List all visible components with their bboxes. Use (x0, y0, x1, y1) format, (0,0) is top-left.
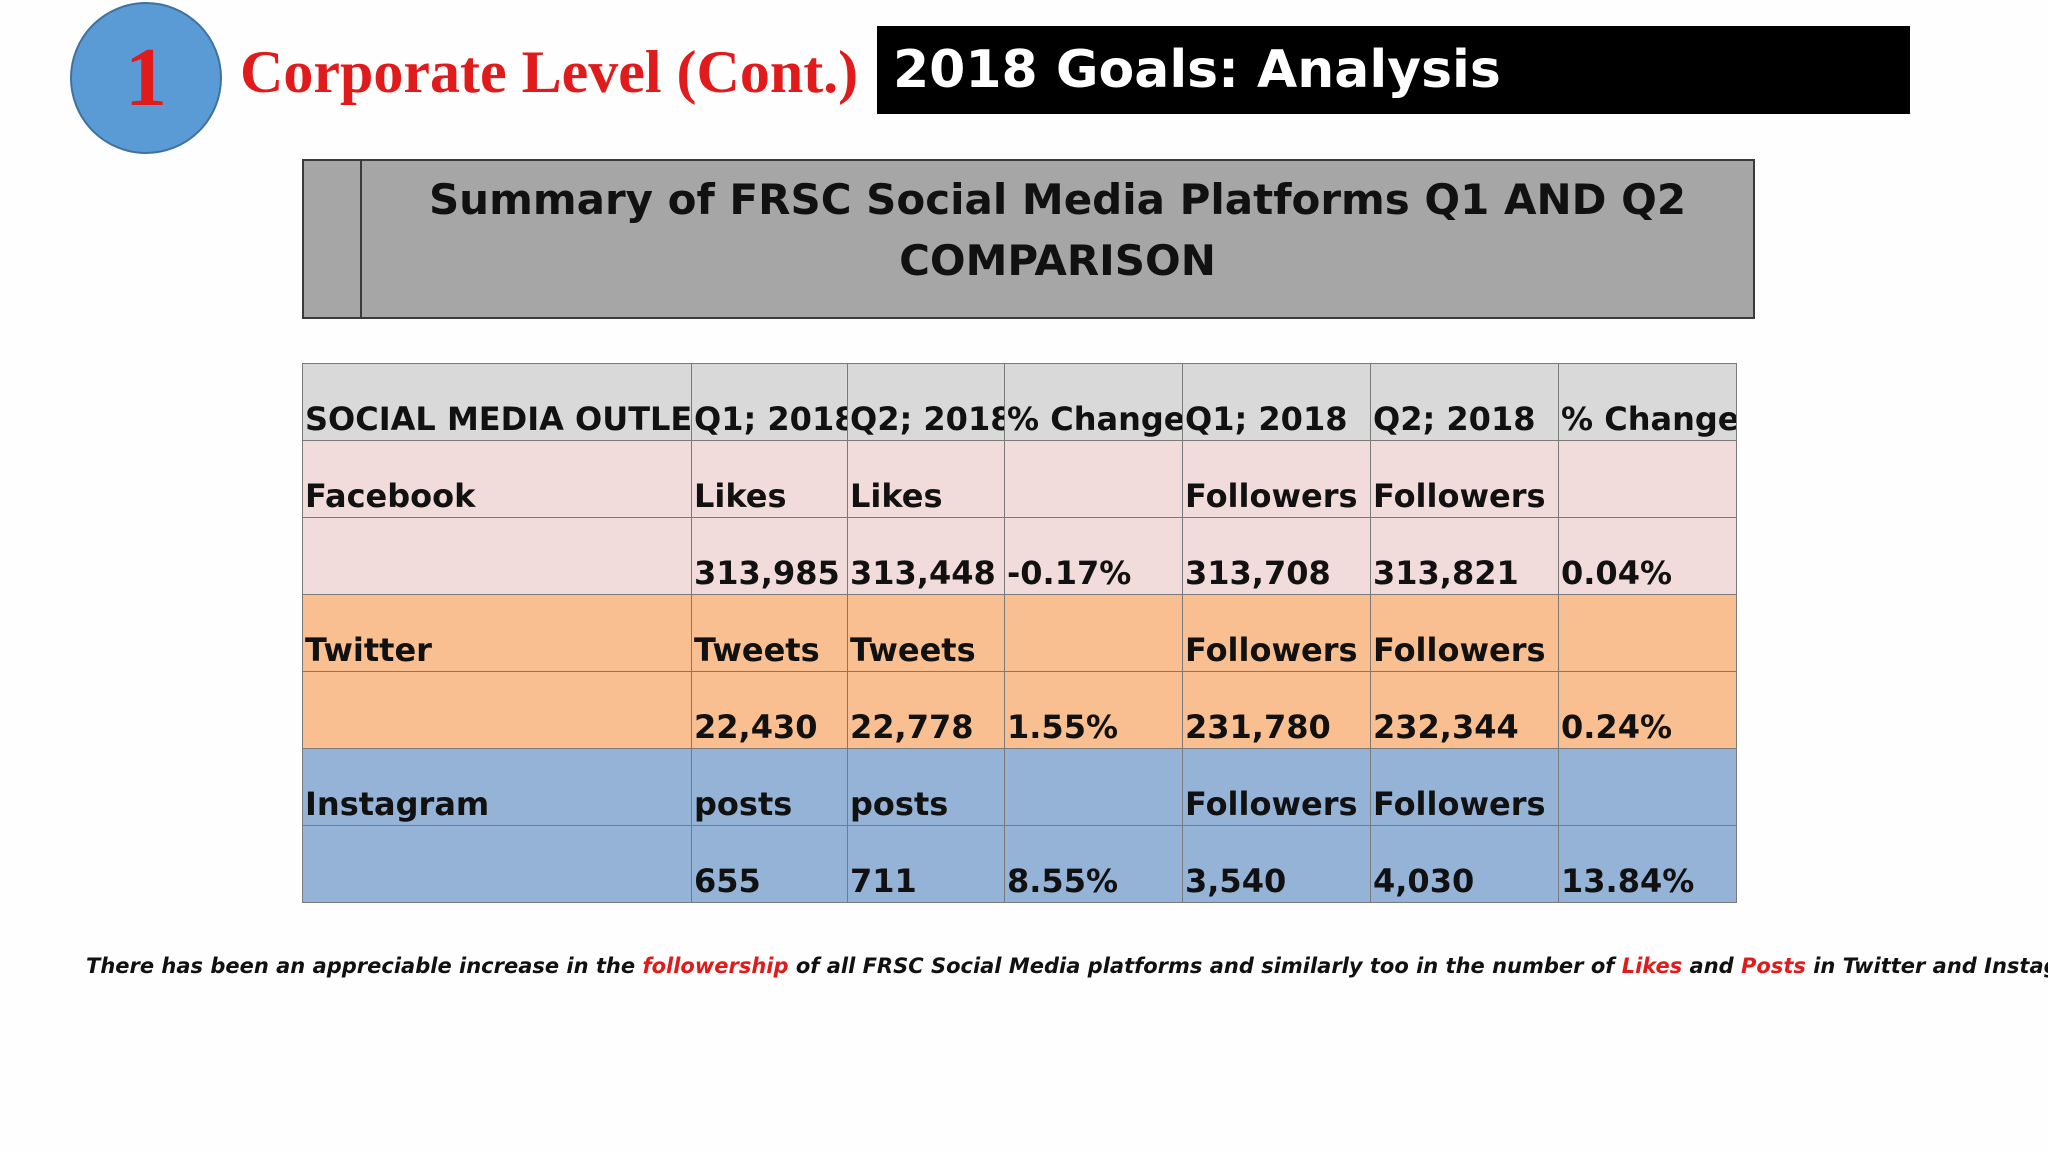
table-cell: 655 (691, 825, 848, 903)
table-cell: 231,780 (1182, 671, 1371, 749)
table-cell: Followers (1370, 748, 1559, 826)
column-header: % Change (1558, 363, 1737, 441)
table-cell (1004, 440, 1183, 518)
table-cell: 13.84% (1558, 825, 1737, 903)
column-header: Q1; 2018 (1182, 363, 1371, 441)
summary-title-box: Summary of FRSC Social Media Platforms Q… (302, 159, 1755, 319)
table-row: Twitter Tweets Tweets Followers Follower… (302, 594, 1737, 672)
table-cell: Twitter (302, 594, 692, 672)
table-cell: Followers (1182, 594, 1371, 672)
table-cell (302, 671, 692, 749)
table-row: Instagram posts posts Followers Follower… (302, 748, 1737, 826)
footnote: There has been an appreciable increase i… (86, 954, 2048, 978)
summary-title-line2: COMPARISON (899, 236, 1216, 285)
table-cell: -0.17% (1004, 517, 1183, 595)
banner-title: 2018 Goals: Analysis (877, 26, 1910, 114)
footnote-text: in Twitter and Instagram. (1813, 954, 2048, 978)
table-cell: 313,448 (847, 517, 1005, 595)
table-cell: 711 (847, 825, 1005, 903)
table-cell: 0.24% (1558, 671, 1737, 749)
column-header: SOCIAL MEDIA OUTLET (302, 363, 692, 441)
table-cell (1004, 748, 1183, 826)
table-cell: Instagram (302, 748, 692, 826)
table-cell: Followers (1182, 440, 1371, 518)
table-cell (302, 517, 692, 595)
footnote-text: There has been an appreciable increase i… (86, 954, 643, 978)
table-cell: 8.55% (1004, 825, 1183, 903)
footnote-highlight-likes: Likes (1621, 954, 1683, 978)
table-cell: Tweets (847, 594, 1005, 672)
table-cell: Likes (691, 440, 848, 518)
table-cell: Followers (1370, 594, 1559, 672)
section-title: Corporate Level (Cont.) (240, 39, 859, 105)
column-header: Q1; 2018 (691, 363, 848, 441)
footnote-text: and (1682, 954, 1742, 978)
footnote-text: of all FRSC Social Media platforms and s… (788, 954, 1622, 978)
table-row: 313,985 313,448 -0.17% 313,708 313,821 0… (302, 517, 1737, 595)
summary-stub-cell (304, 161, 362, 317)
column-header: Q2; 2018 (847, 363, 1005, 441)
table-cell: Facebook (302, 440, 692, 518)
table-cell (1558, 748, 1737, 826)
table-cell (1558, 594, 1737, 672)
table-cell: 22,778 (847, 671, 1005, 749)
table-cell: Tweets (691, 594, 848, 672)
table-cell: 4,030 (1370, 825, 1559, 903)
table-cell: 3,540 (1182, 825, 1371, 903)
column-header: Q2; 2018 (1370, 363, 1559, 441)
table-cell: 0.04% (1558, 517, 1737, 595)
table-cell (302, 825, 692, 903)
badge-number: 1 (125, 31, 167, 124)
banner-title-text: 2018 Goals: Analysis (893, 40, 1501, 100)
table-cell: 232,344 (1370, 671, 1559, 749)
table-cell: posts (691, 748, 848, 826)
table-row: Facebook Likes Likes Followers Followers (302, 440, 1737, 518)
table-cell (1004, 594, 1183, 672)
column-header: % Change (1004, 363, 1183, 441)
table-cell: Followers (1370, 440, 1559, 518)
table-cell: Likes (847, 440, 1005, 518)
summary-title-line1: Summary of FRSC Social Media Platforms Q… (428, 175, 1687, 224)
social-media-table: SOCIAL MEDIA OUTLET Q1; 2018 Q2; 2018 % … (302, 363, 1737, 903)
footnote-highlight-posts: Posts (1741, 954, 1806, 978)
table-row: 655 711 8.55% 3,540 4,030 13.84% (302, 825, 1737, 903)
section-number-badge: 1 (70, 2, 222, 154)
footnote-highlight-followership: followership (642, 954, 789, 978)
summary-title: Summary of FRSC Social Media Platforms Q… (362, 161, 1753, 317)
table-cell: posts (847, 748, 1005, 826)
table-cell: 313,708 (1182, 517, 1371, 595)
table-cell: 22,430 (691, 671, 848, 749)
table-header-row: SOCIAL MEDIA OUTLET Q1; 2018 Q2; 2018 % … (302, 363, 1737, 441)
table-cell (1558, 440, 1737, 518)
table-cell: 313,985 (691, 517, 848, 595)
table-row: 22,430 22,778 1.55% 231,780 232,344 0.24… (302, 671, 1737, 749)
table-cell: 313,821 (1370, 517, 1559, 595)
table-cell: 1.55% (1004, 671, 1183, 749)
table-cell: Followers (1182, 748, 1371, 826)
